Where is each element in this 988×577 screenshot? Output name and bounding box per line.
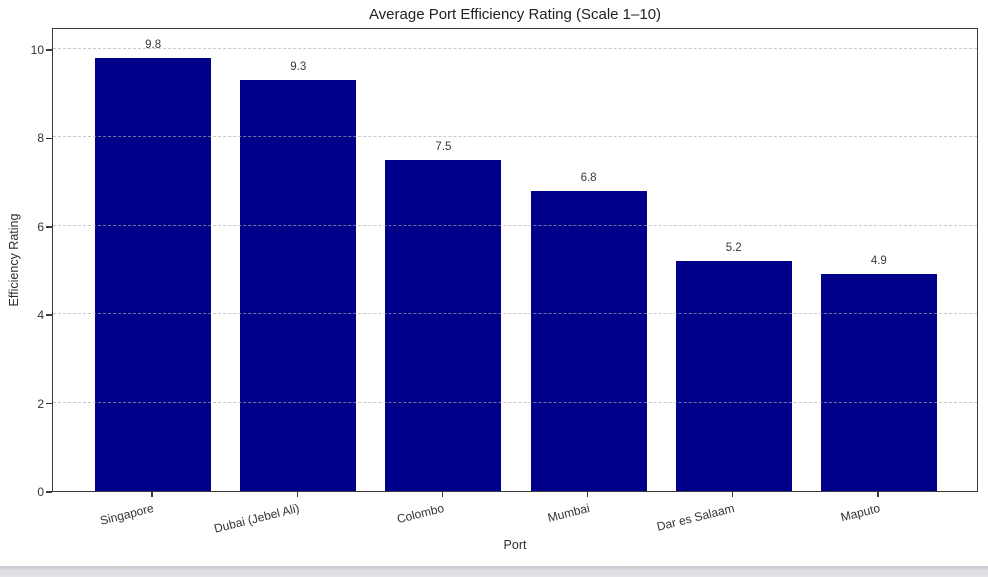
bar-value-label-dubai-jebel-ali: 9.3 (290, 61, 307, 74)
window-bottom-strip (0, 566, 988, 577)
ytick-mark-4 (46, 314, 52, 316)
xtick-label-singapore: Singapore (99, 501, 156, 528)
chart-title: Average Port Efficiency Rating (Scale 1–… (368, 6, 662, 23)
ytick-label-4: 4 (37, 308, 44, 323)
gridline-y2 (53, 401, 977, 403)
bar-colombo (385, 159, 502, 491)
xtick-label-maputo: Maputo (839, 501, 882, 525)
xtick-label-colombo: Colombo (395, 501, 446, 527)
bar-value-label-maputo: 4.9 (870, 255, 887, 268)
ytick-label-8: 8 (37, 131, 44, 146)
bar-dar-es-salaam (675, 261, 792, 491)
ytick-label-0: 0 (37, 485, 44, 499)
xtick-mark-dubai-jebel-ali (296, 492, 299, 497)
gridline-y6 (53, 224, 977, 226)
ytick-mark-0 (46, 491, 52, 493)
ytick-mark-2 (46, 402, 52, 405)
bar-value-label-dar-es-salaam: 5.2 (725, 242, 742, 255)
xtick-label-dubai-jebel-ali: Dubai (Jebel Ali) (212, 501, 301, 536)
bar-value-label-colombo: 7.5 (435, 140, 452, 153)
xtick-mark-dar-es-salaam (731, 492, 734, 497)
ytick-label-10: 10 (30, 43, 44, 58)
gridline-y10 (53, 48, 977, 50)
x-axis-label: Port (503, 538, 527, 552)
xtick-label-dar-es-salaam: Dar es Salaam (655, 501, 737, 534)
bar-dubai-jebel-ali (240, 80, 357, 491)
gridline-y8 (53, 136, 977, 138)
ytick-label-2: 2 (37, 396, 44, 411)
ytick-label-6: 6 (37, 219, 44, 234)
xtick-mark-colombo (441, 492, 444, 497)
gridline-y4 (53, 313, 977, 315)
bar-value-label-mumbai: 6.8 (580, 171, 597, 184)
plot-area: 9.8 9.3 7.5 6.8 5.2 4.9 (52, 28, 978, 492)
xtick-mark-mumbai (586, 492, 589, 497)
bar-maputo (820, 274, 937, 491)
ytick-mark-6 (46, 226, 52, 228)
bar-singapore (95, 57, 212, 491)
bar-value-label-singapore: 9.8 (145, 38, 162, 51)
bar-mumbai (530, 190, 647, 491)
ytick-mark-8 (46, 137, 52, 140)
ytick-mark-10 (46, 49, 52, 51)
xtick-mark-singapore (151, 492, 153, 497)
xtick-mark-maputo (877, 492, 879, 497)
xtick-label-mumbai: Mumbai (546, 501, 591, 525)
